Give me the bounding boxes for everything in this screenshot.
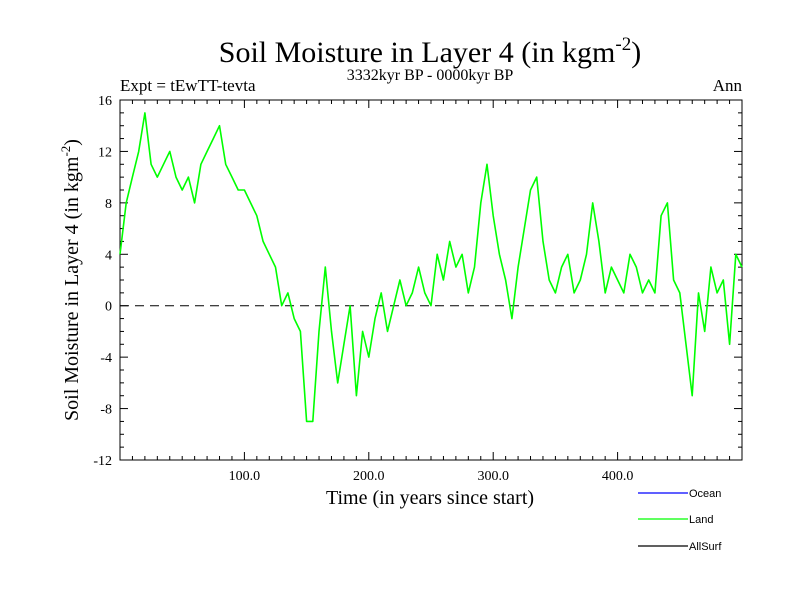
chart-title: Soil Moisture in Layer 4 (in kgm-2) [219, 34, 641, 69]
series-line-land [119, 112, 743, 423]
y-axis-label-superscript: -2 [58, 146, 73, 157]
y-tick-label: -4 [100, 351, 112, 366]
x-axis-label: Time (in years since start) [326, 487, 534, 509]
y-tick-label: 4 [105, 248, 112, 263]
series-lines [119, 112, 743, 423]
x-tick-label: 200.0 [353, 469, 385, 484]
legend-ocean-label: Ocean [689, 488, 721, 500]
axis-ticks: -12 -8 -4 0 4 8 12 16 100.0 200.0 300.0 400.0 [93, 94, 742, 484]
chart-title-superscript: -2 [615, 34, 631, 55]
y-tick-label: 16 [98, 94, 112, 109]
y-tick-label: 0 [105, 300, 112, 315]
time-range-label: 3332kyr BP - 0000kyr BP [347, 67, 514, 84]
season-label: Ann [713, 76, 743, 95]
y-tick-label: -8 [100, 403, 112, 418]
y-axis-label: Soil Moisture in Layer 4 (in kgm-2) [58, 139, 83, 421]
y-axis-label-main: Soil Moisture in Layer 4 (in kgm [61, 156, 83, 421]
legend-allsurf-label: AllSurf [689, 541, 722, 553]
legend: Ocean Land AllSurf [638, 488, 722, 553]
x-tick-label: 100.0 [229, 469, 261, 484]
legend-land-label: Land [689, 514, 713, 526]
experiment-label: Expt = tEwTT-tevta [120, 76, 256, 95]
chart-title-close: ) [631, 36, 641, 69]
y-tick-label: 8 [105, 197, 112, 212]
y-tick-label: 12 [98, 145, 112, 160]
x-tick-label: 300.0 [477, 469, 509, 484]
y-axis-label-close: ) [61, 139, 83, 146]
x-tick-label: 400.0 [602, 469, 634, 484]
chart-title-main: Soil Moisture in Layer 4 (in kgm [219, 36, 616, 69]
y-tick-label: -12 [93, 454, 112, 469]
